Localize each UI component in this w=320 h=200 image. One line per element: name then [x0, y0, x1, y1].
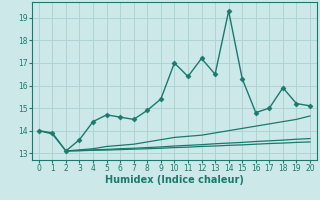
X-axis label: Humidex (Indice chaleur): Humidex (Indice chaleur)	[105, 175, 244, 185]
